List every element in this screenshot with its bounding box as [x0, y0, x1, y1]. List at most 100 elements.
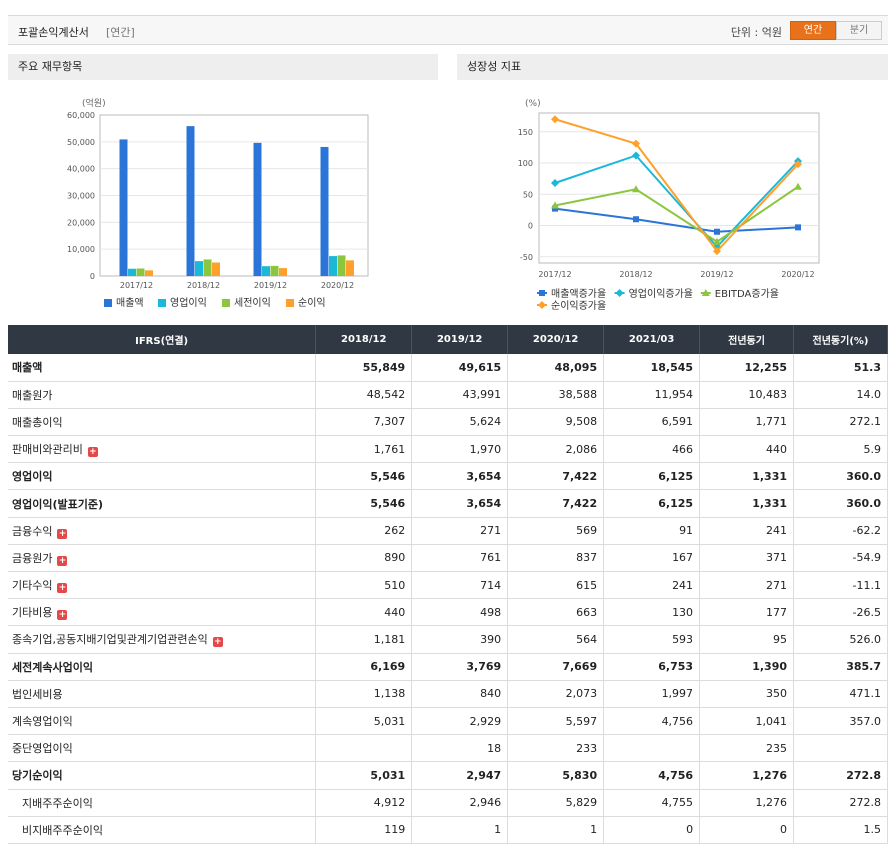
table-row: 법인세비용 1,138 840 2,073 1,997 350 471.1 [8, 680, 888, 708]
table-cell: 1,276 [699, 789, 795, 817]
table-cell: 167 [603, 544, 701, 573]
legend-label: 영업이익 [170, 296, 207, 309]
marker-triangle [551, 201, 559, 209]
x-tick-label: 2019/12 [700, 270, 733, 279]
x-tick-label: 2017/12 [538, 270, 571, 279]
bar-영업이익 [128, 268, 136, 276]
table-cell: 1,181 [315, 625, 413, 654]
y-axis-label: (%) [525, 99, 541, 109]
table-cell: 3,654 [411, 462, 509, 491]
table-cell: -62.2 [793, 517, 888, 545]
table-cell: 177 [699, 598, 795, 627]
row-label: 매출총이익 [8, 408, 317, 437]
table-cell: 0 [603, 816, 701, 844]
legend-swatch [104, 299, 112, 307]
column-header: 전년동기(%) [793, 325, 888, 354]
marker-diamond [713, 247, 721, 256]
table-cell: 3,654 [411, 489, 509, 518]
table-cell: 272.1 [793, 408, 888, 437]
table-cell: 7,307 [315, 408, 413, 437]
y-tick-label: 60,000 [67, 111, 95, 120]
x-tick-label: 2019/12 [254, 281, 287, 290]
table-cell: 233 [507, 734, 605, 763]
expand-plus-icon[interactable]: + [57, 528, 68, 539]
table-cell [793, 734, 888, 763]
table-cell: 3,769 [411, 653, 509, 681]
marker-square [552, 205, 558, 212]
row-label: 매출액 [8, 354, 317, 382]
y-tick-label: 50 [523, 190, 533, 199]
table-cell: 10,483 [699, 381, 795, 409]
row-label: 중단영업이익 [8, 734, 317, 763]
y-tick-label: 150 [518, 128, 533, 137]
table-cell: 2,929 [411, 707, 509, 736]
table-cell: 663 [507, 598, 605, 627]
table-cell: 48,095 [507, 354, 605, 382]
table-cell: 1,331 [699, 462, 795, 491]
table-cell: 498 [411, 598, 509, 627]
table-cell: 272.8 [793, 761, 888, 790]
marker-square [633, 216, 639, 223]
table-cell: 272.8 [793, 789, 888, 817]
series-line-순이익증가율 [554, 118, 799, 253]
expand-plus-icon[interactable]: + [212, 637, 223, 648]
expand-plus-icon[interactable]: + [87, 447, 98, 458]
table-cell: 235 [699, 734, 795, 763]
table-cell: 714 [411, 571, 509, 600]
row-label: 종속기업,공동지배기업및관계기업관련손익 + [8, 625, 317, 654]
table-cell: 371 [699, 544, 795, 573]
bar-세전이익 [337, 255, 346, 276]
table-cell: 241 [603, 571, 701, 600]
table-row: 매출원가 48,542 43,991 38,588 11,954 10,483 14.0 [8, 381, 888, 409]
marker-triangle [794, 182, 802, 190]
table-cell: 5,031 [315, 761, 413, 790]
table-cell: 615 [507, 571, 605, 600]
table-cell: 1,041 [699, 707, 795, 736]
table-cell: 1,970 [411, 435, 509, 464]
marker-diamond [615, 289, 624, 297]
column-header: IFRS(연결) [8, 325, 317, 354]
financial-items-chart: (억원) 0 10,000 20,000 30,000 40,000 50,000 60,00… [67, 97, 369, 309]
row-label: 금융수익 + [8, 517, 317, 545]
statement-header: 포괄손익계산서 [연간] 단위 : 억원 연간 분기 [8, 15, 888, 45]
legend-label: 순이익증가율 [551, 300, 606, 312]
table-cell: 6,753 [603, 653, 701, 681]
series-line-영업이익증가율 [554, 154, 799, 249]
expand-plus-icon[interactable]: + [57, 583, 68, 594]
table-cell: 440 [699, 435, 795, 464]
bar-매출액 [320, 146, 329, 276]
table-row: 종속기업,공동지배기업및관계기업관련손익 +1,181 390 564 593 95 526… [8, 625, 888, 654]
table-cell: 350 [699, 680, 795, 708]
table-cell: 510 [315, 571, 413, 600]
table-cell: 1,997 [603, 680, 701, 708]
table-row: 기타비용 +440 498 663 130 177 -26.5 [8, 598, 888, 627]
expand-plus-icon[interactable]: + [57, 555, 68, 566]
table-row: 금융수익 +262 271 569 91 241 -62.2 [8, 517, 888, 545]
table-row: 당기순이익 5,031 2,947 5,830 4,756 1,276 272.8 [8, 761, 888, 790]
row-label: 영업이익(발표기준) [8, 489, 317, 518]
table-row: 영업이익 5,546 3,654 7,422 6,125 1,331 360.0 [8, 462, 888, 491]
table-cell: 471.1 [793, 680, 888, 708]
row-label: 지배주주순이익 [8, 789, 317, 817]
table-row: 계속영업이익 5,031 2,929 5,597 4,756 1,041 357.0 [8, 707, 888, 736]
table-cell: 0 [699, 816, 795, 844]
statement-title: 포괄손익계산서 [18, 26, 89, 39]
table-cell: 262 [315, 517, 413, 545]
bar-영업이익 [195, 261, 203, 276]
table-cell: 130 [603, 598, 701, 627]
quarter-toggle-button[interactable]: 분기 [836, 21, 882, 40]
table-cell: 48,542 [315, 381, 413, 409]
table-cell: 6,169 [315, 653, 413, 681]
expand-plus-icon[interactable]: + [57, 610, 68, 621]
table-row: 금융원가 +890 761 837 167 371 -54.9 [8, 544, 888, 573]
bar-순이익 [346, 260, 354, 276]
annual-toggle-button[interactable]: 연간 [790, 21, 836, 40]
marker-square [539, 290, 545, 296]
legend-swatch [158, 299, 166, 307]
marker-square [795, 224, 801, 231]
table-cell: 4,755 [603, 789, 701, 817]
table-cell: 91 [603, 517, 701, 545]
table-cell: 49,615 [411, 354, 509, 382]
table-row: 중단영업이익 18 233 235 [8, 734, 888, 763]
table-cell: 385.7 [793, 653, 888, 681]
